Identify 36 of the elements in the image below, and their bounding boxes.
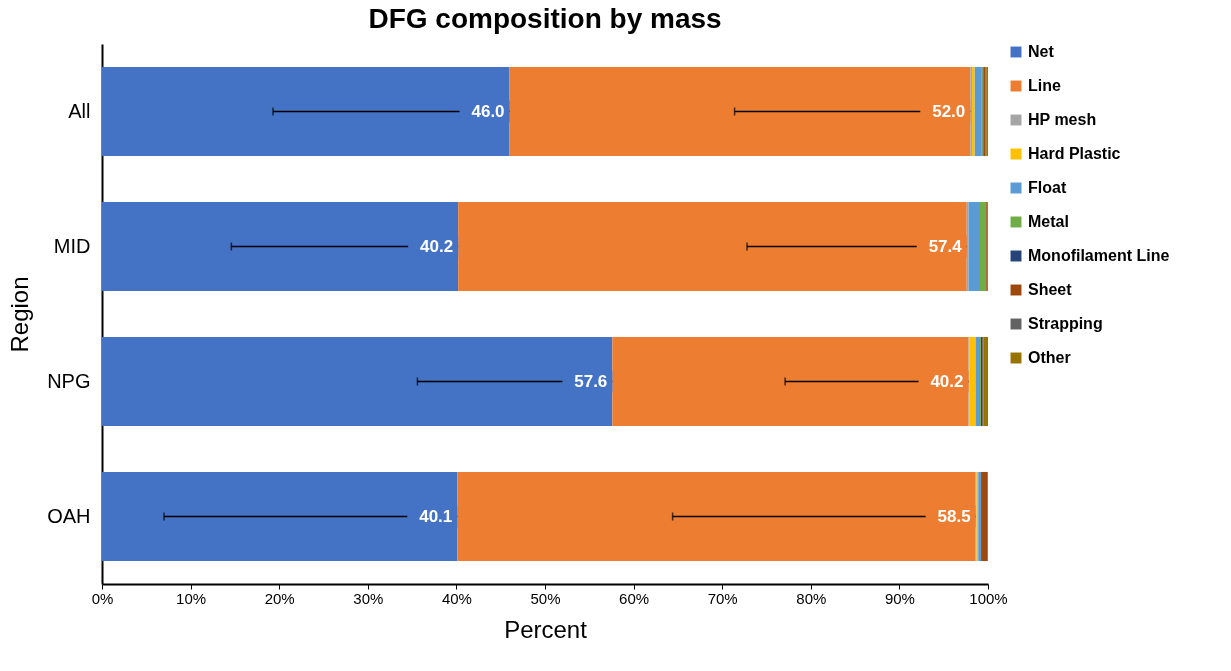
data-label: 57.6 bbox=[574, 371, 608, 391]
legend-label: Other bbox=[1028, 349, 1071, 366]
y-tick-label: OAH bbox=[47, 504, 91, 527]
x-tick-label: 0% bbox=[91, 589, 114, 607]
legend-label: Sheet bbox=[1028, 281, 1073, 298]
data-label: 40.2 bbox=[420, 236, 454, 256]
y-axis-title: Region bbox=[6, 276, 34, 353]
legend-label: Metal bbox=[1028, 213, 1069, 230]
data-label: 46.0 bbox=[471, 101, 505, 121]
data-label: 52.0 bbox=[932, 101, 966, 121]
x-tick-label: 10% bbox=[176, 589, 207, 607]
legend-label: Float bbox=[1028, 179, 1067, 196]
x-tick-label: 90% bbox=[884, 589, 915, 607]
x-tick-label: 40% bbox=[441, 589, 472, 607]
legend-label: Net bbox=[1028, 43, 1055, 60]
x-tick-label: 30% bbox=[353, 589, 384, 607]
legend-label: HP mesh bbox=[1028, 111, 1097, 128]
x-tick-label: 70% bbox=[707, 589, 738, 607]
data-label: 40.2 bbox=[930, 371, 964, 391]
x-tick-label: 60% bbox=[619, 589, 650, 607]
data-label: 58.5 bbox=[937, 506, 971, 526]
x-tick-label: 80% bbox=[796, 589, 827, 607]
y-tick-label: MID bbox=[53, 234, 91, 257]
legend-label: Line bbox=[1028, 77, 1061, 94]
x-tick-label: 50% bbox=[530, 589, 561, 607]
data-label: 57.4 bbox=[928, 236, 963, 256]
legend-label: Hard Plastic bbox=[1028, 145, 1121, 162]
y-tick-label: NPG bbox=[47, 369, 91, 392]
legend-label: Monofilament Line bbox=[1028, 247, 1170, 264]
chart-title: DFG composition by mass bbox=[368, 3, 722, 34]
x-axis-title: Percent bbox=[504, 615, 588, 643]
legend-label: Strapping bbox=[1028, 315, 1103, 332]
x-tick-label: 100% bbox=[969, 589, 1008, 607]
y-tick-label: All bbox=[68, 99, 91, 122]
data-label: 40.1 bbox=[419, 506, 453, 526]
x-tick-label: 20% bbox=[264, 589, 295, 607]
